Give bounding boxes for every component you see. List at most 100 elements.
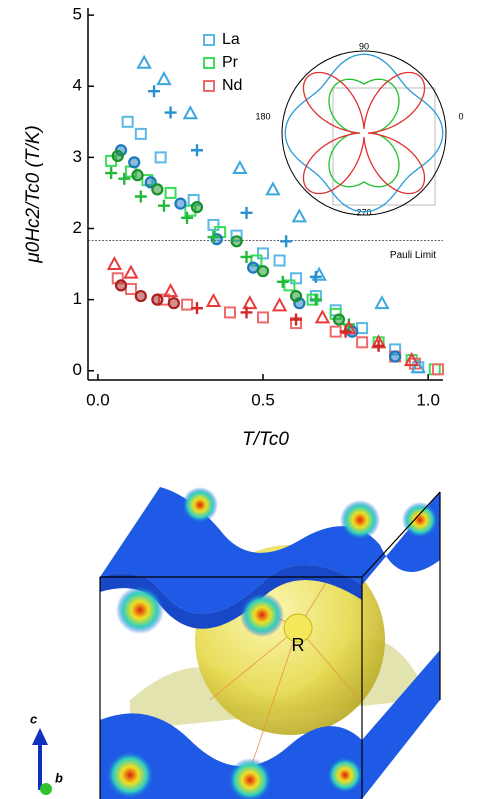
marker <box>156 71 172 86</box>
polar-la <box>284 53 444 213</box>
marker <box>167 297 180 310</box>
marker <box>128 156 141 169</box>
pauli-label: Pauli Limit <box>390 250 436 261</box>
marker <box>257 311 270 324</box>
marker <box>164 186 177 199</box>
axis-label: c <box>30 711 38 726</box>
marker <box>105 167 118 180</box>
polar-inset: 90 180 270 0 <box>255 41 463 217</box>
angle-label: 90 <box>359 41 369 51</box>
marker <box>230 235 243 248</box>
marker <box>329 325 342 338</box>
angle-label: 270 <box>356 207 371 217</box>
marker <box>290 272 303 285</box>
legend-label: Nd <box>222 77 242 94</box>
y-tick-label: 3 <box>73 147 82 166</box>
marker <box>271 297 288 312</box>
marker <box>283 279 296 292</box>
marker <box>372 339 385 352</box>
marker <box>207 218 220 231</box>
marker <box>131 169 144 182</box>
crystal-structure: R c b <box>30 487 441 799</box>
marker <box>144 176 157 189</box>
atom-label: R <box>292 635 305 655</box>
marker <box>151 293 164 306</box>
marker <box>124 282 137 295</box>
x-tick-label: 1.0 <box>416 390 440 409</box>
marker <box>111 149 124 163</box>
x-tick-label: 0.0 <box>86 390 110 409</box>
legend-label: Pr <box>222 54 239 71</box>
marker <box>240 250 253 263</box>
marker <box>403 351 420 367</box>
y-tick-label: 5 <box>73 5 82 24</box>
marker <box>157 199 170 212</box>
marker <box>339 325 352 338</box>
marker <box>205 292 222 308</box>
marker <box>356 336 369 349</box>
marker <box>256 265 270 278</box>
marker <box>247 261 260 274</box>
marker <box>273 254 286 267</box>
marker <box>332 313 346 326</box>
angle-label: 0 <box>458 111 463 121</box>
legend-marker <box>203 80 215 92</box>
cube-edges <box>99 491 441 799</box>
marker <box>174 197 187 210</box>
marker <box>134 127 147 140</box>
marker <box>309 293 322 306</box>
marker <box>190 302 203 315</box>
y-tick-label: 0 <box>73 360 82 379</box>
marker <box>190 144 203 157</box>
marker <box>181 211 194 224</box>
marker <box>432 363 445 376</box>
axis-label: b <box>55 770 63 785</box>
y-tick-label: 2 <box>73 218 82 237</box>
x-axis-label: T/Tc0 <box>242 429 289 450</box>
y-tick-label: 4 <box>73 76 82 95</box>
plot: 0 1 2 3 4 5 0.0 0.5 1.0 T/Tc0 μ0Hc2/Tc0 (T/K) Pauli… <box>23 5 445 450</box>
inset-circle <box>281 50 447 216</box>
inset-frame <box>332 87 436 206</box>
marker <box>190 201 204 214</box>
marker <box>242 295 258 310</box>
marker <box>291 208 308 223</box>
marker <box>232 159 248 175</box>
marker <box>134 289 147 303</box>
marker <box>118 172 131 185</box>
marker <box>164 106 177 119</box>
marker <box>276 275 289 288</box>
marker <box>154 151 167 164</box>
marker <box>240 306 253 319</box>
hot-spots <box>106 487 438 799</box>
y-tick-label: 1 <box>73 289 82 308</box>
marker <box>290 313 303 326</box>
marker <box>389 350 402 363</box>
marker <box>257 247 270 260</box>
marker <box>280 235 293 248</box>
x-tick-label: 0.5 <box>251 390 275 409</box>
marker <box>114 279 128 292</box>
polar-nd <box>302 71 426 195</box>
marker <box>121 115 134 128</box>
marker <box>136 54 152 69</box>
marker <box>289 289 303 303</box>
legend-label: La <box>222 31 240 48</box>
axis-b <box>40 783 52 795</box>
marker <box>162 283 179 298</box>
axis-c-head <box>32 728 48 745</box>
marker <box>148 85 161 98</box>
marker <box>265 181 281 196</box>
marker <box>410 359 426 374</box>
marker <box>240 206 253 219</box>
legend-marker <box>203 34 215 46</box>
marker <box>314 309 331 324</box>
polar-pr <box>328 78 400 188</box>
marker <box>151 183 164 196</box>
marker <box>106 255 123 271</box>
marker <box>356 322 369 335</box>
legend-marker <box>203 57 215 69</box>
marker <box>134 190 147 203</box>
marker <box>374 295 390 310</box>
